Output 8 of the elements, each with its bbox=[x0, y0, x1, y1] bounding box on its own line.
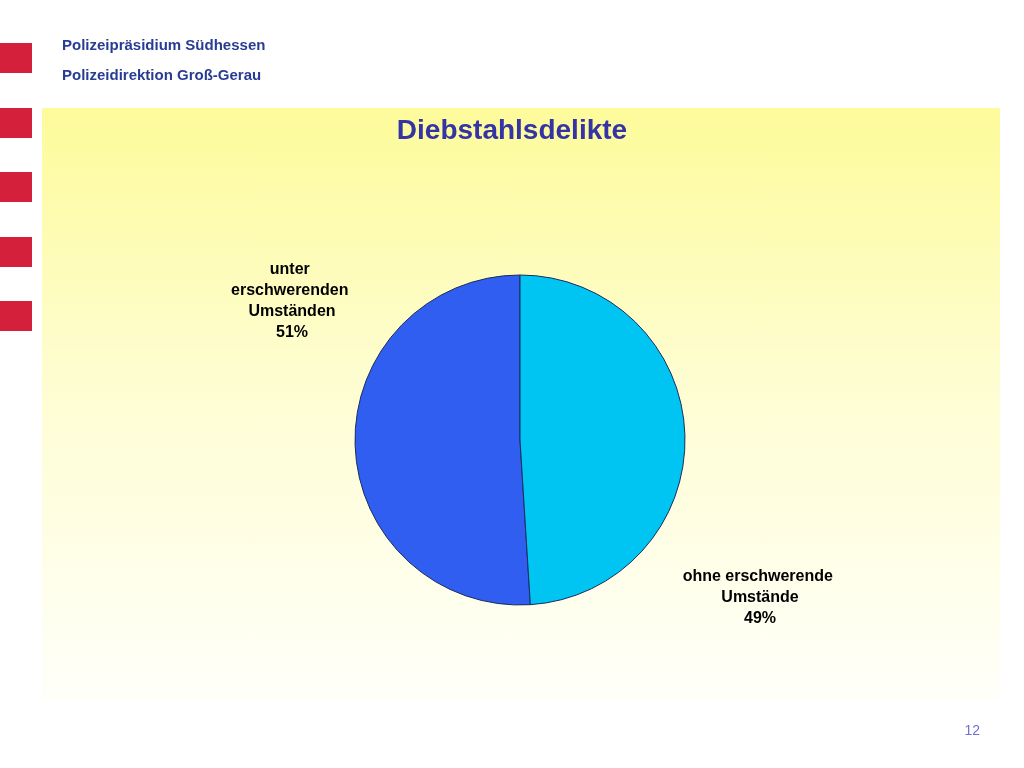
data-label: 49% bbox=[743, 608, 777, 626]
slice-label: unter erschwerenden Umständen bbox=[231, 260, 353, 319]
text: Polizeipräsidium Südhessen bbox=[62, 36, 266, 53]
chart-title: Diebstahlsdelikte bbox=[396, 113, 628, 145]
slice-label: ohne erschwerende Umstände bbox=[682, 566, 838, 605]
text: 12 bbox=[964, 722, 980, 738]
data-label: 51% bbox=[275, 323, 309, 340]
text: Polizeidirektion Groß-Gerau bbox=[62, 66, 262, 83]
